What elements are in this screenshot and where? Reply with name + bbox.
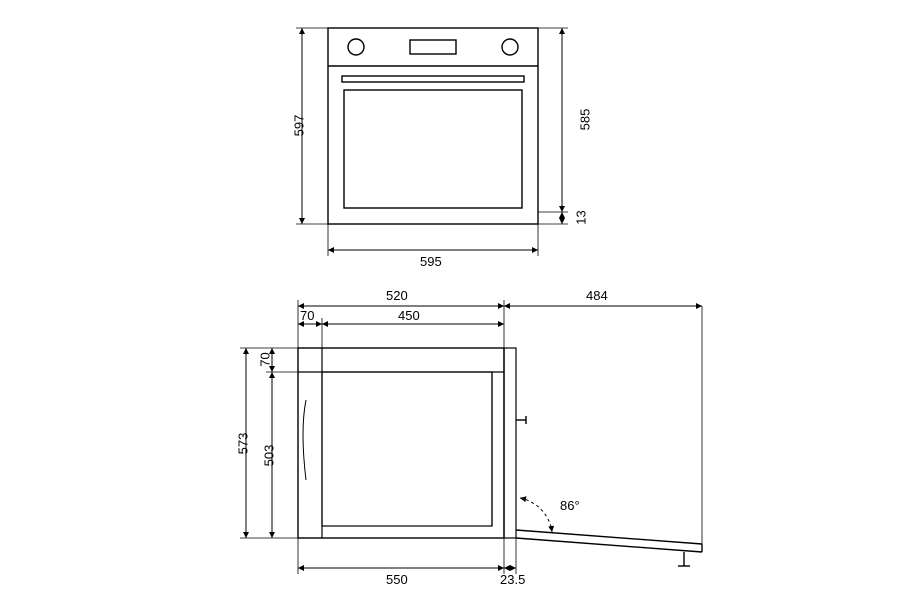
dim-70h: 70 bbox=[258, 352, 273, 366]
dim-height-585: 585 bbox=[577, 109, 592, 131]
front-view: 597 585 13 595 bbox=[291, 28, 592, 269]
dim-450: 450 bbox=[398, 308, 420, 323]
dim-gap-13: 13 bbox=[574, 210, 589, 224]
dim-height-597: 597 bbox=[291, 115, 306, 137]
dim-573: 573 bbox=[235, 433, 250, 455]
technical-diagram: 597 585 13 595 bbox=[0, 0, 900, 600]
dim-503: 503 bbox=[261, 445, 276, 467]
dim-484: 484 bbox=[586, 288, 608, 303]
dim-23-5: 23.5 bbox=[500, 572, 525, 587]
side-view: 86° 520 70 450 484 573 70 503 550 23. bbox=[235, 288, 702, 587]
dim-angle-86: 86° bbox=[560, 498, 580, 513]
dim-550: 550 bbox=[386, 572, 408, 587]
dim-70w: 70 bbox=[300, 308, 314, 323]
dim-width-595: 595 bbox=[420, 254, 442, 269]
dim-520: 520 bbox=[386, 288, 408, 303]
